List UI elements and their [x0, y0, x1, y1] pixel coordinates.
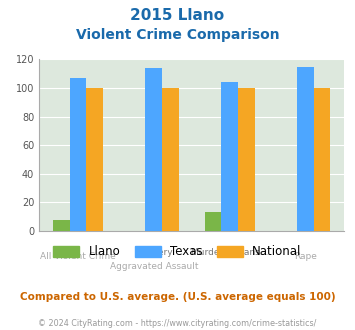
Bar — [297, 67, 314, 231]
Text: All Violent Crime: All Violent Crime — [40, 251, 116, 261]
Text: Violent Crime Comparison: Violent Crime Comparison — [76, 28, 279, 42]
Text: Rape: Rape — [294, 251, 317, 261]
Bar — [204, 213, 221, 231]
Text: © 2024 CityRating.com - https://www.cityrating.com/crime-statistics/: © 2024 CityRating.com - https://www.city… — [38, 319, 317, 328]
Bar — [53, 219, 70, 231]
Bar — [146, 68, 162, 231]
Bar — [221, 82, 238, 231]
Bar — [86, 88, 103, 231]
Text: Murder & Mans...: Murder & Mans... — [191, 248, 268, 257]
Text: Robbery: Robbery — [135, 248, 173, 257]
Bar — [162, 88, 179, 231]
Text: 2015 Llano: 2015 Llano — [130, 8, 225, 23]
Bar — [70, 78, 86, 231]
Bar — [314, 88, 331, 231]
Bar — [238, 88, 255, 231]
Text: Aggravated Assault: Aggravated Assault — [110, 262, 198, 271]
Legend: Llano, Texas, National: Llano, Texas, National — [49, 241, 306, 263]
Text: Compared to U.S. average. (U.S. average equals 100): Compared to U.S. average. (U.S. average … — [20, 292, 335, 302]
